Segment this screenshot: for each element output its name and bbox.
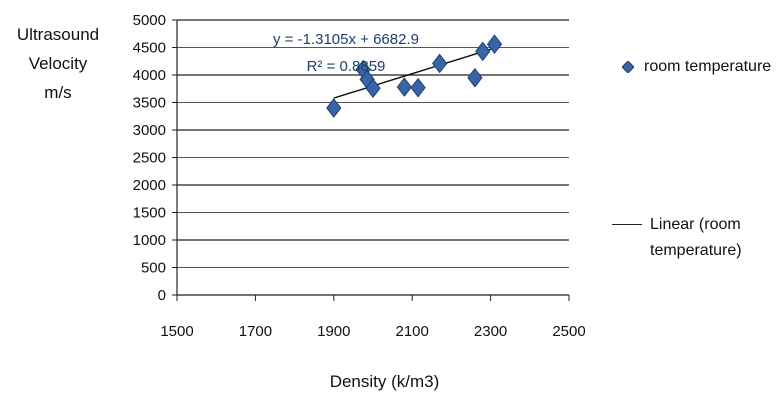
data-point-6 [410,77,426,98]
y-axis-title-line-3: m/s [44,83,72,102]
legend-label-trendline-1: Linear (room [650,216,741,233]
axes [172,19,570,301]
y-tick-label-4500: 4500 [133,40,166,57]
data-point-10 [486,34,503,55]
trendline [333,47,495,99]
data-point-7 [432,53,448,74]
y-axis-title: Ultrasound Velocity m/s [2,20,114,107]
x-tick-label-2300: 2300 [474,323,507,340]
legend-item-trendline: Linear (room temperature) [612,212,782,264]
y-tick-label-2500: 2500 [133,150,166,167]
legend-label-trendline-2: temperature) [650,242,742,259]
x-tick-label-1900: 1900 [317,323,350,340]
y-tick-label-1500: 1500 [133,205,166,222]
x-tick-labels: 1500 1700 1900 2100 2300 2500 [160,323,585,340]
diamond-marker-icon [622,61,634,73]
y-tick-label-0: 0 [158,287,166,304]
data-point-8 [467,67,483,88]
trendline-r-squared: R² = 0.8859 [307,58,386,75]
y-tick-label-3000: 3000 [133,122,166,139]
y-tick-label-1000: 1000 [133,232,166,249]
y-tick-label-500: 500 [141,260,166,277]
x-tick-label-1700: 1700 [239,323,272,340]
legend-item-points: room temperature [622,58,771,76]
y-tick-label-2000: 2000 [133,177,166,194]
data-point-5 [396,77,412,97]
trendline-group [333,47,495,99]
x-axis-title: Density (k/m3) [0,372,783,392]
y-tick-label-3500: 3500 [133,95,166,112]
y-tick-label-4000: 4000 [133,67,166,84]
y-tick-label-5000: 5000 [133,12,166,29]
y-axis-title-line-1: Ultrasound [16,25,100,44]
y-tick-labels: 0 500 1000 1500 2000 2500 3000 3500 4000 4500 5000 [133,12,166,304]
trendline-equation: y = -1.3105x + 6682.9 [273,31,419,48]
data-point-9 [475,41,491,62]
data-point-4 [365,78,381,99]
legend-label-points: room temperature [644,58,772,75]
x-axis-title-text: Density (k/m3) [329,372,440,391]
line-swatch-icon [612,224,642,225]
data-point-1 [326,98,342,118]
x-tick-label-2100: 2100 [396,323,429,340]
gridlines [177,19,569,268]
data-points [326,34,503,118]
y-axis-title-line-2: Velocity [28,54,88,73]
x-tick-label-2500: 2500 [552,323,585,340]
x-tick-label-1500: 1500 [160,323,193,340]
